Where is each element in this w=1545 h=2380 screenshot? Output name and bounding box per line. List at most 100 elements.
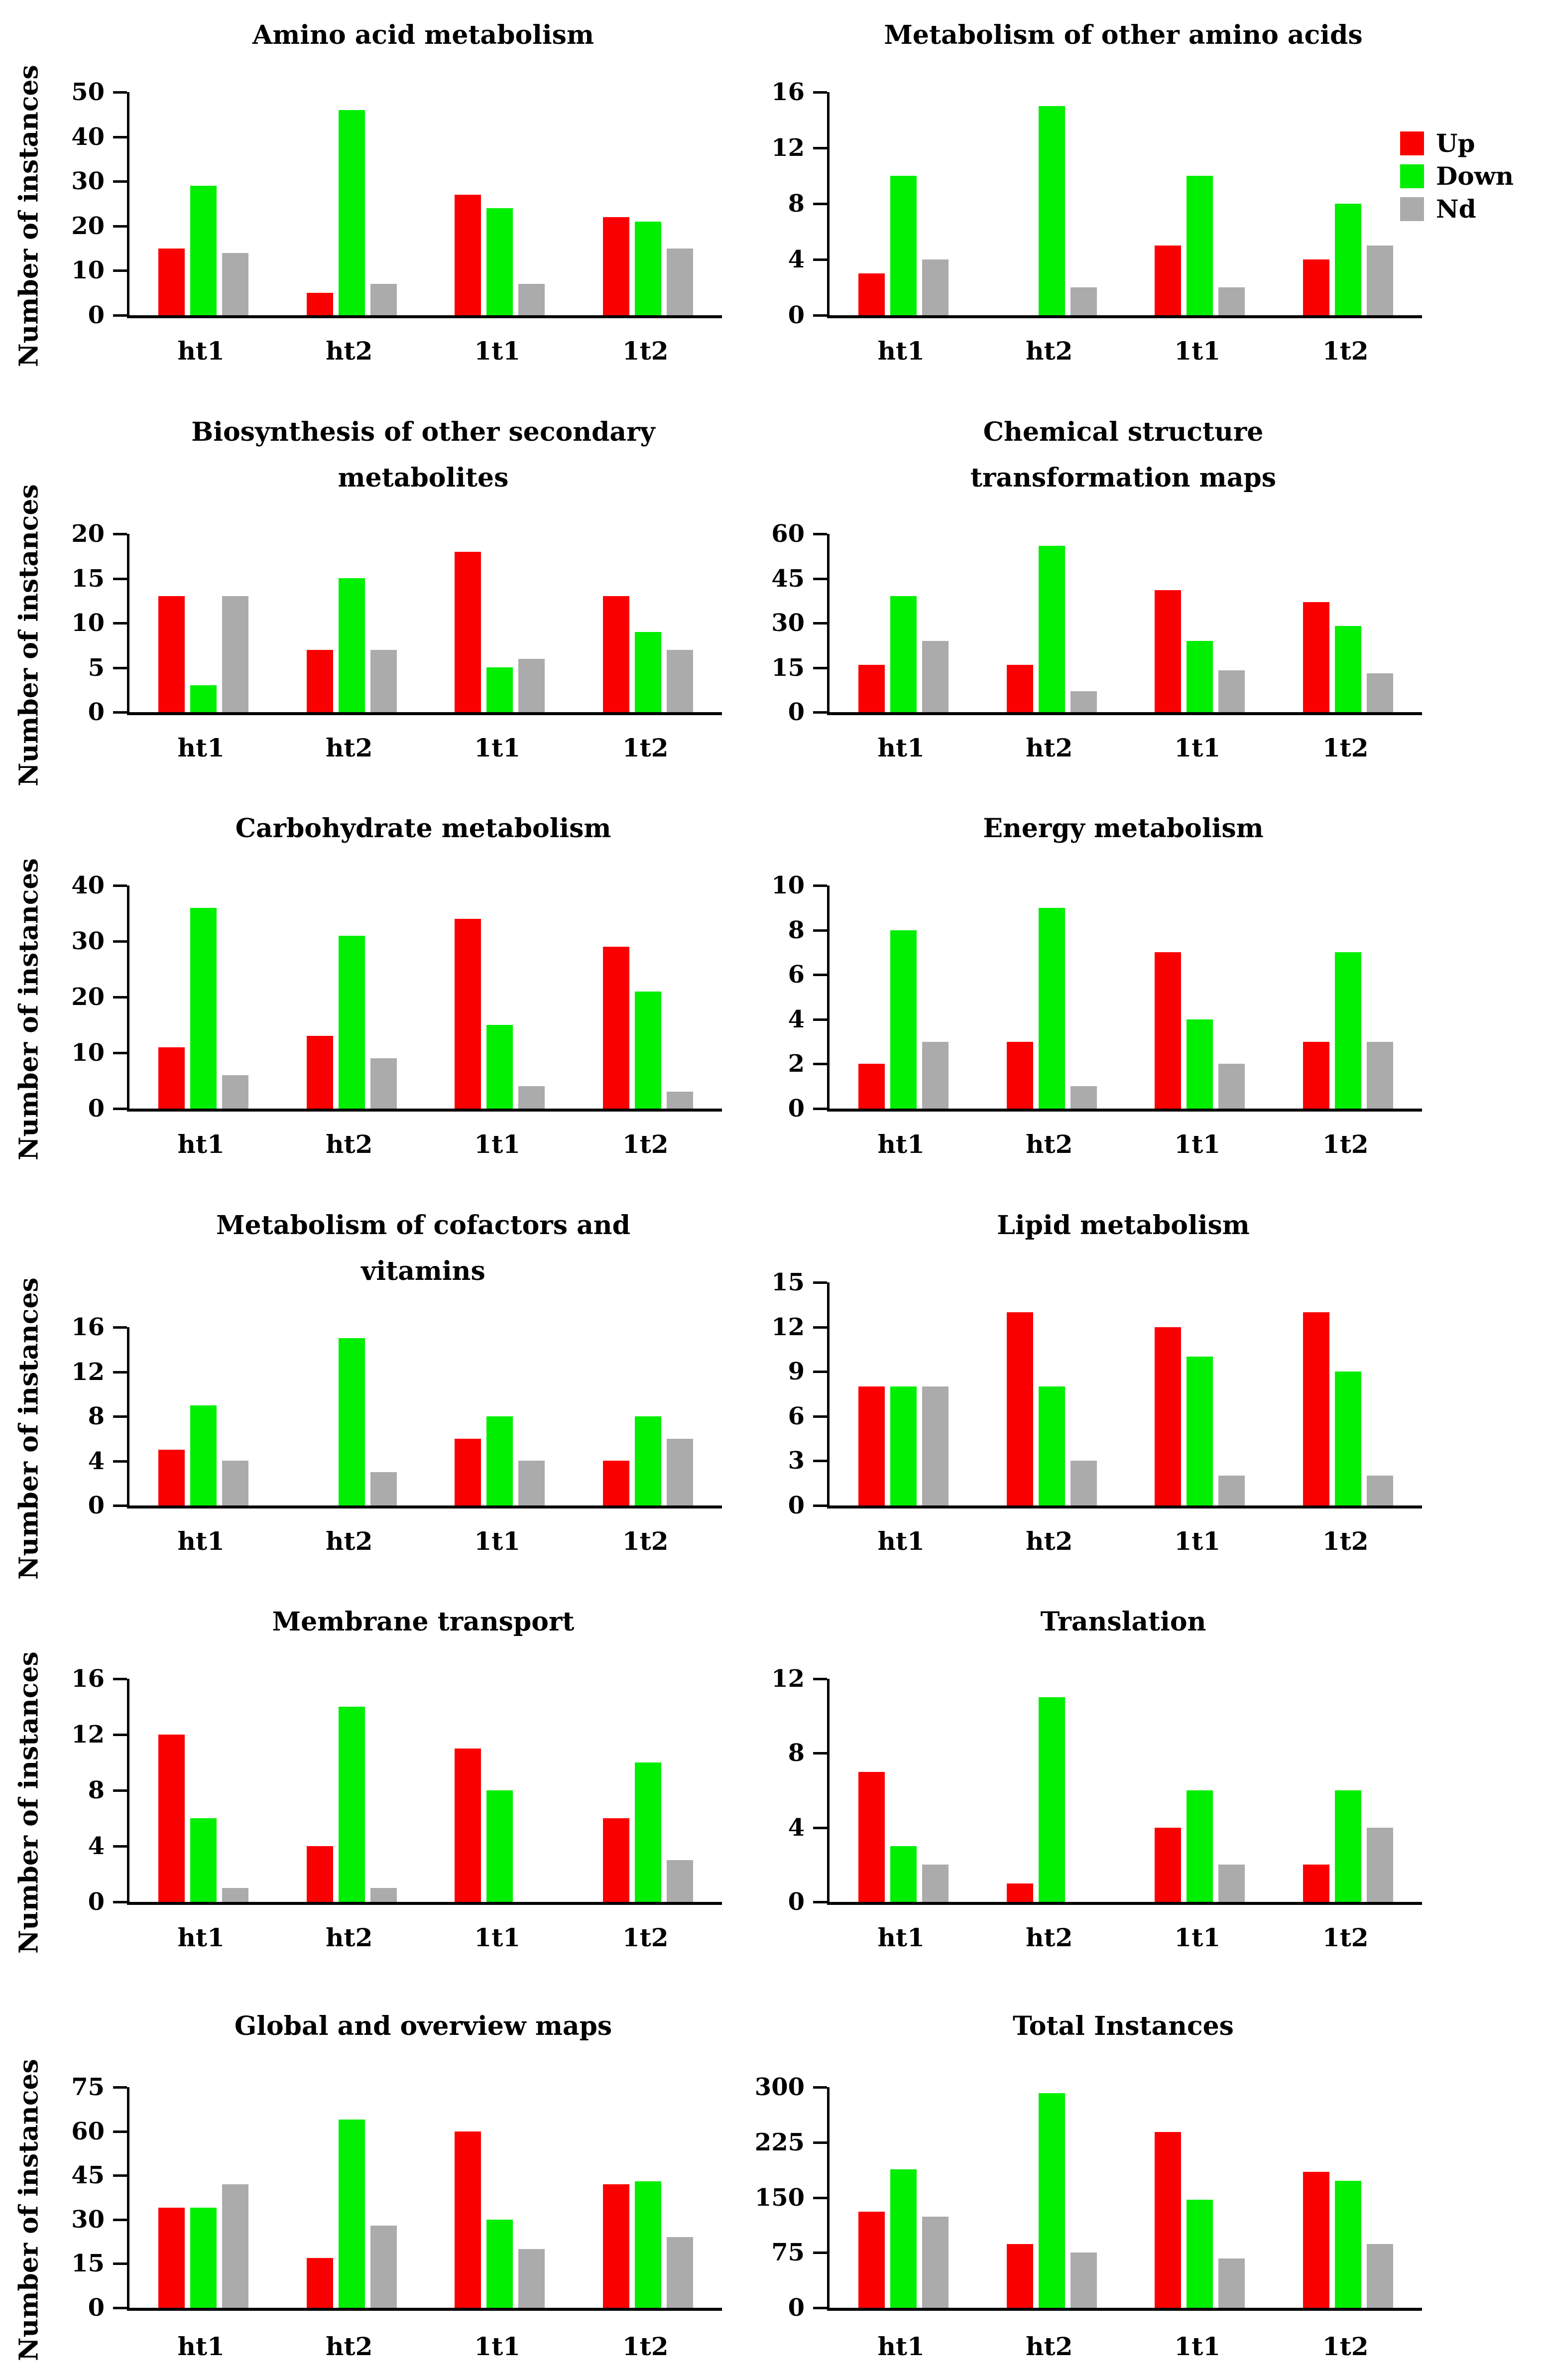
- x-label-1t1: 1t1: [474, 1129, 521, 1159]
- bar-up-ht1: [158, 249, 185, 315]
- bar-up-1t1: [455, 1749, 481, 1902]
- bar-nd-ht1: [222, 1888, 249, 1902]
- x-label-1t1: 1t1: [474, 1526, 521, 1556]
- bar-group-ht1: [129, 1735, 278, 1902]
- chart-energy-metabolism: Energy metabolism 0 2 4 6 8 10 ht1 ht2 1t1 1t2: [771, 793, 1545, 1190]
- plot-area: [127, 1327, 722, 1508]
- bar-group-1t2: [574, 947, 722, 1109]
- chart-carbohydrate-metabolism: Carbohydrate metabolism Number of instanc…: [0, 793, 772, 1190]
- bar-up-ht1: [158, 596, 185, 712]
- chart-title: Metabolism of cofactors and vitamins: [127, 1203, 719, 1294]
- bar-up-1t2: [602, 596, 629, 712]
- bar-nd-ht1: [222, 1075, 249, 1109]
- legend-item-up: Up: [1400, 130, 1514, 156]
- y-tick-label: 0: [788, 2294, 805, 2322]
- bar-up-1t2: [602, 217, 629, 315]
- y-tick-mark: [113, 269, 127, 272]
- chart-global-and-overview-maps: Global and overview maps Number of instan…: [0, 1984, 772, 2380]
- x-label-1t2: 1t2: [622, 1129, 669, 1159]
- bar-up-1t2: [1303, 1312, 1329, 1505]
- x-label-1t2: 1t2: [622, 1923, 669, 1952]
- bar-nd-ht1: [922, 641, 949, 712]
- bar-nd-1t2: [666, 2237, 693, 2308]
- y-tick-mark: [113, 1845, 127, 1848]
- x-label-1t1: 1t1: [1174, 336, 1221, 366]
- bar-group-ht1: [129, 908, 278, 1109]
- bar-group-1t1: [426, 1416, 574, 1505]
- x-label-ht1: ht1: [877, 733, 925, 762]
- bar-group-1t1: [1126, 176, 1274, 315]
- chart-title: Lipid metabolism: [827, 1203, 1420, 1249]
- bar-groups: [129, 2087, 722, 2308]
- legend-label-down: Down: [1436, 161, 1514, 191]
- y-tick-mark: [813, 1460, 827, 1462]
- bar-down-1t1: [1187, 176, 1213, 315]
- chart-title-line: transformation maps: [970, 463, 1277, 493]
- x-label-1t1: 1t1: [1174, 1129, 1221, 1159]
- chart-title: Metabolism of other amino acids: [827, 12, 1420, 58]
- x-axis-labels: ht1 ht2 1t1 1t2: [127, 733, 719, 762]
- legend-swatch-down: [1400, 164, 1424, 188]
- y-tick-mark: [813, 258, 827, 261]
- x-label-1t1: 1t1: [474, 733, 521, 762]
- x-axis-labels: ht1 ht2 1t1 1t2: [127, 2332, 719, 2361]
- x-label-1t1: 1t1: [1174, 733, 1221, 762]
- bar-down-1t2: [1334, 2181, 1361, 2308]
- y-tick-label: 5: [88, 654, 105, 682]
- bar-down-1t2: [1334, 1372, 1361, 1505]
- bar-nd-1t2: [1366, 1828, 1393, 1902]
- y-tick-mark: [813, 1371, 827, 1373]
- y-tick-mark: [113, 1326, 127, 1329]
- bar-down-1t1: [486, 208, 513, 315]
- y-tick-mark: [813, 1504, 827, 1507]
- x-label-ht1: ht1: [177, 733, 225, 762]
- y-tick-mark: [813, 1018, 827, 1021]
- chart-title-line: vitamins: [361, 1256, 485, 1286]
- bar-nd-ht2: [370, 1888, 397, 1902]
- bar-down-1t1: [486, 1025, 513, 1109]
- x-label-ht2: ht2: [1026, 1129, 1073, 1159]
- y-tick-label: 4: [788, 246, 805, 273]
- bar-group-1t2: [1274, 204, 1423, 315]
- y-tick-label: 16: [71, 1665, 105, 1693]
- bar-down-ht1: [190, 1818, 217, 1902]
- y-tick-label: 40: [71, 872, 105, 899]
- chart-title-line: Total Instances: [1013, 2011, 1234, 2041]
- bar-groups: [129, 885, 722, 1109]
- chart-title-line: Membrane transport: [272, 1607, 575, 1637]
- bar-nd-1t1: [518, 659, 545, 712]
- y-tick-label: 6: [788, 961, 805, 989]
- bar-down-ht2: [338, 110, 365, 315]
- y-tick-mark: [813, 1901, 827, 1903]
- bar-up-ht1: [158, 2208, 185, 2308]
- y-tick-label: 10: [71, 1039, 105, 1067]
- y-tick-mark: [113, 2174, 127, 2177]
- chart-lipid-metabolism: Lipid metabolism 0 3 6 9 12 15 ht1 ht2 1t1 1t2: [771, 1190, 1545, 1587]
- bar-down-ht2: [1038, 106, 1065, 315]
- y-tick-label: 60: [771, 520, 805, 548]
- bar-group-1t1: [1126, 952, 1274, 1109]
- bar-up-1t1: [455, 1439, 481, 1505]
- bar-group-ht2: [978, 546, 1126, 712]
- bar-nd-1t1: [1218, 1865, 1245, 1902]
- bar-group-ht2: [278, 578, 426, 712]
- bar-group-ht2: [978, 2093, 1126, 2308]
- bar-group-1t1: [426, 195, 574, 315]
- y-tick-label: 8: [788, 1739, 805, 1767]
- y-tick-mark: [813, 711, 827, 714]
- plot-area: [827, 1679, 1422, 1905]
- x-axis-labels: ht1 ht2 1t1 1t2: [827, 336, 1420, 366]
- bar-group-1t2: [574, 217, 722, 315]
- bar-down-ht1: [890, 1386, 917, 1505]
- bar-nd-1t2: [666, 1439, 693, 1505]
- bar-down-1t2: [634, 992, 661, 1109]
- y-tick-label: 0: [788, 301, 805, 329]
- bar-group-1t1: [426, 919, 574, 1109]
- y-tick-label: 3: [788, 1447, 805, 1475]
- x-label-ht2: ht2: [1026, 336, 1073, 366]
- bar-nd-1t1: [518, 284, 545, 315]
- bar-nd-ht2: [1070, 1086, 1097, 1109]
- bar-nd-1t2: [666, 1092, 693, 1109]
- x-label-ht2: ht2: [326, 1129, 373, 1159]
